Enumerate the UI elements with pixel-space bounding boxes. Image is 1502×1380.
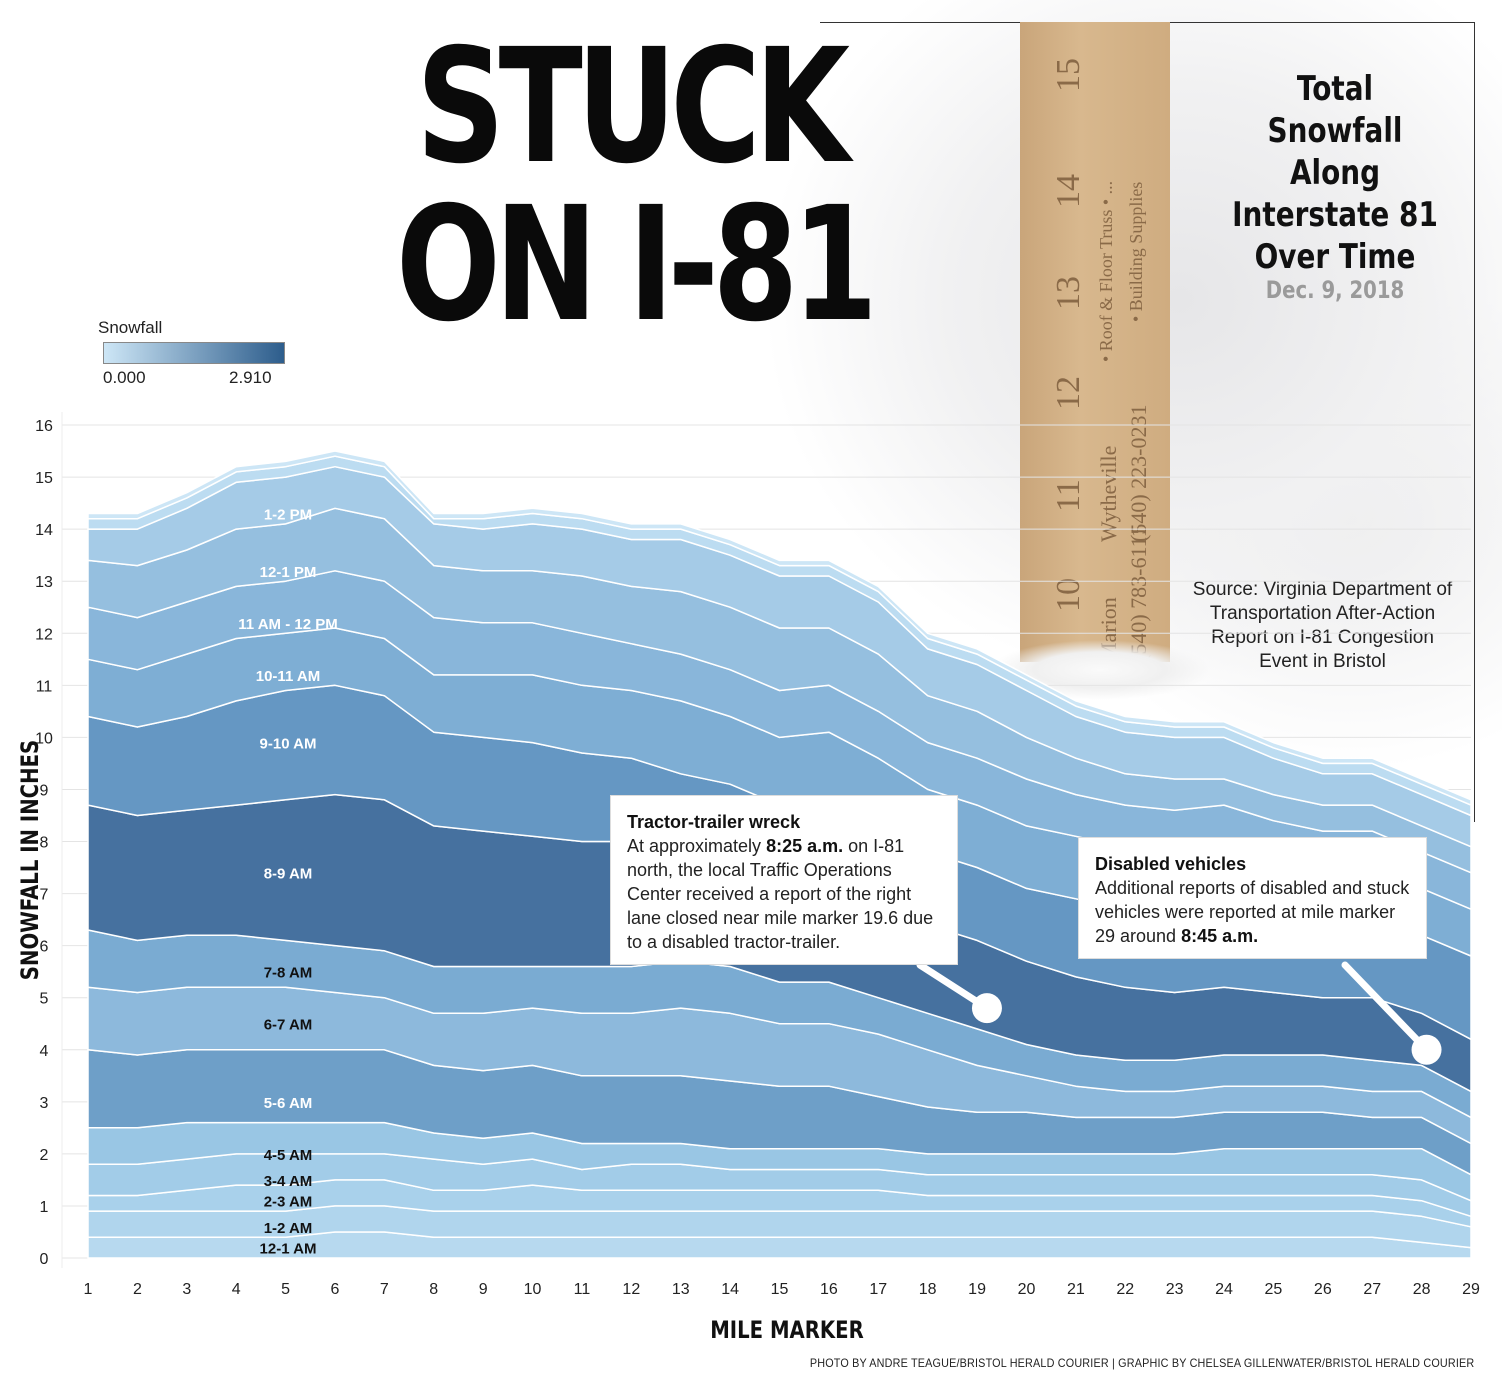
x-tick-label: 7 [380,1281,389,1298]
x-tick-label: 1 [84,1281,93,1298]
y-tick-label: 13 [35,574,53,591]
y-tick-label: 4 [40,1043,49,1060]
x-tick-label: 26 [1314,1281,1332,1298]
legend-color-bar [103,342,285,364]
headline-line-2: ON I-81 [396,173,878,357]
x-tick-label: 25 [1265,1281,1283,1298]
side-title-line: Total [1296,69,1374,109]
x-tick-label: 17 [869,1281,887,1298]
area-label: 7-8 AM [264,965,313,982]
legend-max-label: 2.910 [229,368,272,387]
y-tick-label: 8 [40,835,49,852]
annotation-title: Disabled vehicles [1095,854,1247,874]
annotation-text: Additional reports of disabled and stuck… [1095,878,1410,946]
y-tick-label: 12 [35,626,53,643]
side-title-line: Snowfall [1267,111,1403,151]
annotation-tractor-trailer-wreck: Tractor-trailer wreck At approximately 8… [611,796,957,964]
area-label: 4-5 AM [264,1147,313,1164]
x-axis-label: MILE MARKER [710,1316,864,1344]
headline-line-1: STUCK [416,15,850,199]
side-title-line: Interstate 81 [1232,195,1438,235]
annotation-text: on I-81 north, the local Traffic Operati… [627,836,934,952]
annotation-title: Tractor-trailer wreck [627,812,801,832]
x-tick-label: 2 [133,1281,142,1298]
area-label: 9-10 AM [260,736,317,753]
annotation-marker-dot [971,993,1002,1024]
y-tick-label: 2 [40,1147,49,1164]
y-tick-label: 5 [40,991,49,1008]
x-tick-label: 27 [1363,1281,1381,1298]
headline: STUCK ON I-81 [396,15,878,357]
x-tick-label: 24 [1215,1281,1233,1298]
area-label: 10-11 AM [256,668,320,685]
area-label: 1-2 AM [264,1220,313,1237]
x-tick-label: 15 [771,1281,789,1298]
x-tick-label: 12 [622,1281,640,1298]
x-tick-label: 20 [1018,1281,1036,1298]
x-tick-label: 10 [524,1281,542,1298]
x-tick-label: 5 [281,1281,290,1298]
x-tick-label: 18 [919,1281,937,1298]
annotation-connectors [916,961,1442,1065]
x-tick-label: 29 [1462,1281,1480,1298]
y-tick-label: 1 [40,1199,49,1216]
y-tick-label: 16 [35,418,53,435]
y-tick-label: 11 [36,678,53,695]
annotation-time: 8:25 a.m. [766,836,844,856]
photo-graphic-credit: PHOTO BY ANDRE TEAGUE/BRISTOL HERALD COU… [809,1356,1474,1370]
y-tick-label: 0 [40,1251,49,1268]
x-tick-label: 28 [1413,1281,1431,1298]
x-tick-label: 8 [429,1281,438,1298]
y-tick-label: 15 [35,470,53,487]
annotation-disabled-vehicles: Disabled vehicles Additional reports of … [1079,838,1426,958]
annotation-marker-dot [1411,1034,1442,1065]
x-tick-label: 21 [1067,1281,1085,1298]
area-labels: 12-1 AM 1-2 AM 2-3 AM 3-4 AM 4-5 AM 5-6 AM 6-7… [238,507,337,1258]
annotation-connector [1341,961,1431,1054]
x-tick-label: 3 [182,1281,191,1298]
x-tick-label: 14 [721,1281,739,1298]
area-label: 1-2 PM [264,507,312,524]
area-label: 8-9 AM [264,866,313,883]
area-label: 12-1 AM [260,1241,317,1258]
legend-title: Snowfall [98,318,163,337]
legend-min-label: 0.000 [103,368,146,387]
area-label: 2-3 AM [264,1194,313,1211]
area-label: 5-6 AM [264,1095,313,1112]
x-tick-label: 13 [672,1281,690,1298]
area-label: 3-4 AM [264,1173,313,1190]
y-tick-label: 9 [40,782,49,799]
photo-frame [1474,22,1475,822]
x-tick-label: 4 [232,1281,241,1298]
x-tick-label: 19 [968,1281,986,1298]
x-tick-label: 9 [479,1281,488,1298]
y-axis-label: SNOWFALL IN INCHES [16,739,44,981]
side-title: Total Snowfall Along Interstate 81 Over … [1224,68,1445,278]
area-band [87,450,1472,806]
y-tick-label: 6 [40,939,49,956]
y-tick-label: 3 [40,1095,49,1112]
annotation-time: 8:45 a.m. [1181,926,1259,946]
side-title-date: Dec. 9, 2018 [1265,276,1405,304]
x-tick-label: 16 [820,1281,838,1298]
x-tick-label: 22 [1116,1281,1134,1298]
side-title-line: Over Time [1254,237,1416,277]
y-tick-label: 10 [35,730,53,747]
x-tick-label: 6 [331,1281,340,1298]
side-title-line: Along [1289,153,1381,193]
x-tick-label: 11 [574,1281,591,1298]
y-tick-label: 7 [40,887,49,904]
area-label: 6-7 AM [264,1017,313,1034]
y-tick-label: 14 [35,522,53,539]
area-label: 12-1 PM [260,564,317,581]
area-label: 11 AM - 12 PM [238,616,337,633]
x-axis-ticks: 1 2 3 4 5 6 7 8 9 10 11 12 13 14 15 16 17 18 19 20 21 22 23 24 2… [84,1281,1480,1298]
ruler-photo: 10 11 12 13 14 15 Wytheville (540) 223-0… [1020,22,1170,662]
x-tick-label: 23 [1166,1281,1184,1298]
source-note: Source: Virginia Department of Transport… [1192,579,1453,672]
annotation-text: At approximately [627,836,767,856]
